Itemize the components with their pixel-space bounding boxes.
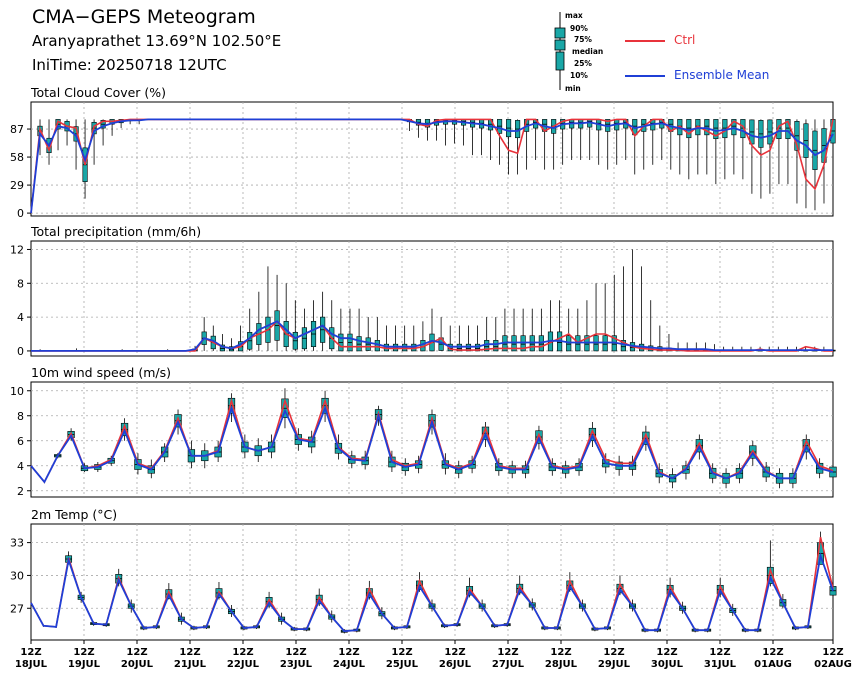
panel-frame [30, 381, 834, 498]
iqr-box [356, 336, 362, 352]
x-hour-label: 12Z [822, 647, 843, 658]
iqr-box [731, 119, 737, 136]
y-tick-label: 6 [17, 435, 24, 448]
x-date-label: 21JUL [174, 659, 207, 670]
iqr-box [620, 340, 626, 352]
x-hour-label: 12Z [709, 647, 730, 658]
panel-title: Total Cloud Cover (%) [30, 85, 166, 100]
init-time-label: IniTime: 20250718 12UTC [32, 56, 227, 74]
x-hour-label: 12Z [762, 647, 783, 658]
legend: max 90% 75% median 25% 10% min Ctrl Ense… [548, 10, 848, 94]
x-date-label: 20JUL [121, 659, 154, 670]
x-date-label: 26JUL [439, 659, 472, 670]
y-tick-label: 8 [17, 410, 24, 423]
x-date-label: 25JUL [386, 659, 419, 670]
legend-box-lower [554, 39, 566, 51]
iqr-box [493, 340, 499, 352]
x-hour-label: 12Z [550, 647, 571, 658]
legend-box-tail [555, 51, 565, 71]
x-date-label: 19JUL [68, 659, 101, 670]
y-tick-label: 0 [17, 207, 24, 220]
legend-stat-max: max [565, 11, 583, 20]
legend-stat-10: 10% [570, 71, 588, 80]
x-hour-label: 12Z [126, 647, 147, 658]
page-title: CMA−GEPS Meteogram [32, 6, 256, 28]
x-date-label: 31JUL [704, 659, 737, 670]
panel-title: 2m Temp (°C) [31, 507, 117, 522]
panel-frame [30, 240, 834, 357]
iqr-box [374, 340, 380, 352]
legend-box-upper [554, 27, 566, 39]
x-hour-label: 12Z [179, 647, 200, 658]
iqr-box [740, 119, 746, 139]
x-date-label: 01AUG [754, 659, 792, 670]
ensemble-mean-line [30, 405, 834, 484]
y-tick-label: 58 [10, 151, 24, 164]
y-tick-label: 0 [17, 345, 24, 358]
panel-title: Total precipitation (mm/6h) [30, 224, 201, 239]
ensemble-mean-line [31, 320, 833, 352]
ensemble-mean-line [30, 118, 834, 214]
x-hour-label: 12Z [285, 647, 306, 658]
y-tick-label: 4 [17, 311, 24, 324]
y-tick-label: 27 [10, 602, 24, 615]
iqr-box [686, 119, 692, 139]
legend-ctrl-label: Ctrl [674, 33, 696, 47]
y-tick-label: 29 [10, 179, 24, 192]
panel-frame [30, 523, 834, 641]
x-date-label: 02AUG [814, 659, 852, 670]
legend-stat-min: min [565, 84, 581, 93]
y-tick-label: 87 [10, 123, 24, 136]
x-hour-label: 12Z [656, 647, 677, 658]
x-hour-label: 12Z [20, 647, 41, 658]
ctrl-line [30, 118, 834, 214]
x-hour-label: 12Z [338, 647, 359, 658]
y-tick-label: 33 [10, 537, 24, 550]
x-hour-label: 12Z [73, 647, 94, 658]
legend-mean-label: Ensemble Mean [674, 68, 770, 82]
panel-title: 10m wind speed (m/s) [31, 365, 171, 380]
y-tick-label: 12 [10, 243, 24, 256]
y-tick-label: 2 [17, 485, 24, 498]
x-date-label: 29JUL [598, 659, 631, 670]
x-hour-label: 12Z [391, 647, 412, 658]
ensemble-mean-line [30, 552, 834, 633]
x-hour-label: 12Z [232, 647, 253, 658]
y-tick-label: 30 [10, 569, 24, 582]
y-tick-label: 8 [17, 277, 24, 290]
legend-stat-75: 75% [574, 35, 592, 44]
x-date-label: 24JUL [333, 659, 366, 670]
iqr-box [776, 119, 782, 140]
iqr-box [713, 119, 719, 140]
x-date-label: 30JUL [651, 659, 684, 670]
x-date-label: 27JUL [492, 659, 525, 670]
legend-graphic [554, 12, 665, 90]
x-hour-label: 12Z [444, 647, 465, 658]
y-tick-label: 4 [17, 460, 24, 473]
x-date-label: 18JUL [15, 659, 48, 670]
legend-stat-median: median [572, 47, 604, 56]
x-date-label: 28JUL [545, 659, 578, 670]
x-date-label: 22JUL [227, 659, 260, 670]
location-label: Aranyaprathet 13.69°N 102.50°E [32, 32, 282, 50]
iqr-box [704, 119, 710, 136]
x-hour-label: 12Z [497, 647, 518, 658]
y-tick-label: 10 [10, 385, 24, 398]
x-date-label: 23JUL [280, 659, 313, 670]
legend-stat-90: 90% [570, 24, 588, 33]
legend-stat-25: 25% [574, 59, 592, 68]
x-hour-label: 12Z [603, 647, 624, 658]
